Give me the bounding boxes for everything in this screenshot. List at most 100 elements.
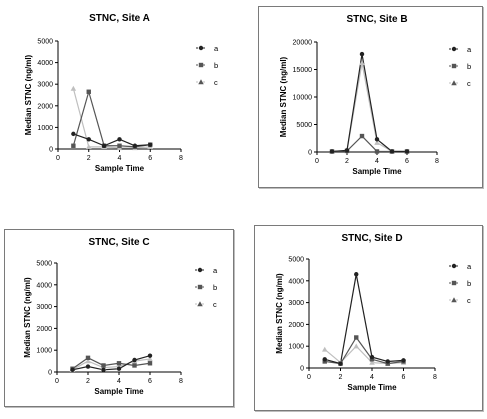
data-point-a <box>329 149 335 154</box>
y-tick-label: 3000 <box>36 304 52 311</box>
data-point-a <box>359 51 365 57</box>
legend-label-c: c <box>213 300 217 309</box>
x-axis-label: Sample Time <box>347 383 397 392</box>
data-point-b <box>132 363 137 368</box>
data-point-a <box>401 358 406 363</box>
y-tick-label: 1000 <box>36 348 52 355</box>
x-tick-label: 8 <box>433 374 437 381</box>
data-point-c <box>70 85 77 91</box>
data-point-b <box>86 89 91 94</box>
y-tick-label: 3000 <box>288 300 304 307</box>
data-point-a <box>86 137 91 142</box>
series-line-a <box>324 274 404 365</box>
data-point-c <box>369 359 375 365</box>
legend-marker-b <box>197 284 203 290</box>
chart-panel-site-c: STNC, Site C 0 1000 2000 3000 4000 5000 0 2 4 6 8 Sa… <box>4 229 234 407</box>
legend-label-a: a <box>213 266 218 275</box>
y-tick-label: 4000 <box>37 60 53 67</box>
data-point-c <box>85 358 91 364</box>
x-tick-label: 4 <box>117 378 121 385</box>
legend-label-a: a <box>467 45 472 54</box>
x-tick-label: 4 <box>118 155 122 162</box>
legend-marker-c <box>197 301 203 307</box>
data-point-a <box>70 367 75 373</box>
data-point-c <box>322 346 328 352</box>
data-point-b <box>116 361 122 366</box>
data-point-a <box>385 359 390 364</box>
series-line-c <box>72 88 151 149</box>
data-point-a <box>354 272 359 277</box>
y-axis-label: Median STNC (ng/ml) <box>275 273 284 354</box>
y-tick-label: 10000 <box>293 95 313 102</box>
data-point-a <box>369 354 375 360</box>
legend-label-b: b <box>467 62 471 71</box>
x-tick-label: 4 <box>375 158 379 165</box>
legend-label-c: c <box>214 78 218 87</box>
data-point-a <box>101 367 106 373</box>
y-tick-label: 5000 <box>288 257 304 264</box>
legend-label-c: c <box>467 79 471 88</box>
legend-marker-b <box>451 63 457 69</box>
data-point-a <box>85 364 91 369</box>
y-axis-label: Median STNC (ng/ml) <box>23 277 32 358</box>
chart-title: STNC, Site B <box>346 14 407 25</box>
y-tick-label: 0 <box>300 366 304 373</box>
legend-label-a: a <box>214 44 219 53</box>
y-tick-label: 4000 <box>36 282 52 289</box>
chart-title: STNC, Site D <box>341 233 402 244</box>
data-point-a <box>116 366 122 371</box>
data-point-c <box>147 356 153 362</box>
series-line-a <box>73 133 151 147</box>
data-point-a <box>374 137 380 142</box>
legend-marker-b <box>198 62 204 68</box>
series-line-b <box>72 89 151 148</box>
data-point-a <box>389 149 395 154</box>
data-point-b <box>354 335 359 340</box>
legend-label-b: b <box>213 283 217 292</box>
data-point-a <box>344 148 350 153</box>
chart-site-d: STNC, Site D 0 1000 2000 3000 4000 5000 0 2 4 6 8 Sa… <box>275 233 472 392</box>
data-point-a <box>132 143 138 148</box>
x-tick-label: 6 <box>148 155 152 162</box>
y-tick-label: 1000 <box>37 125 53 132</box>
x-tick-label: 0 <box>56 155 60 162</box>
x-axis-label: Sample Time <box>95 164 145 173</box>
data-point-a <box>71 131 76 137</box>
chart-site-c: STNC, Site C 0 1000 2000 3000 4000 5000 0 2 4 6 8 Sa… <box>23 237 218 396</box>
data-point-a <box>322 357 327 362</box>
series-line-b <box>72 357 151 370</box>
y-tick-label: 3000 <box>37 82 53 89</box>
data-point-b <box>117 143 122 148</box>
data-point-a <box>147 353 153 358</box>
data-point-c <box>86 144 92 150</box>
legend-label-b: b <box>214 61 218 70</box>
y-axis-label: Median STNC (ng/ml) <box>279 56 288 137</box>
chart-site-b: STNC, Site B 0 5000 10000 15000 20000 0 2 4 6 8 Sam… <box>279 14 472 176</box>
data-point-a <box>148 142 153 147</box>
data-point-b <box>71 143 76 148</box>
chart-site-a: STNC, Site A 0 1000 2000 3000 4000 5000 0 2 4 6 8 Sa… <box>24 13 219 173</box>
chart-title: STNC, Site A <box>89 13 150 24</box>
y-tick-label: 5000 <box>296 122 312 129</box>
y-tick-label: 15000 <box>293 67 313 74</box>
data-point-a <box>117 137 122 142</box>
y-tick-label: 0 <box>49 147 53 154</box>
y-tick-label: 5000 <box>36 261 52 268</box>
x-axis-label: Sample Time <box>352 167 402 176</box>
y-tick-label: 4000 <box>288 278 304 285</box>
series-line-c <box>331 62 407 153</box>
x-axis-label: Sample Time <box>94 387 144 396</box>
data-point-a <box>404 149 410 154</box>
series-line-b <box>331 135 407 153</box>
data-point-a <box>101 143 107 148</box>
x-tick-label: 2 <box>345 158 349 165</box>
y-tick-label: 2000 <box>288 322 304 329</box>
x-tick-label: 2 <box>87 155 91 162</box>
data-point-b <box>85 355 91 361</box>
legend-marker-a <box>451 263 457 269</box>
series-line-c <box>72 358 151 371</box>
x-tick-label: 0 <box>55 378 59 385</box>
x-tick-label: 4 <box>370 374 374 381</box>
y-tick-label: 0 <box>308 150 312 157</box>
data-point-b <box>147 361 153 366</box>
